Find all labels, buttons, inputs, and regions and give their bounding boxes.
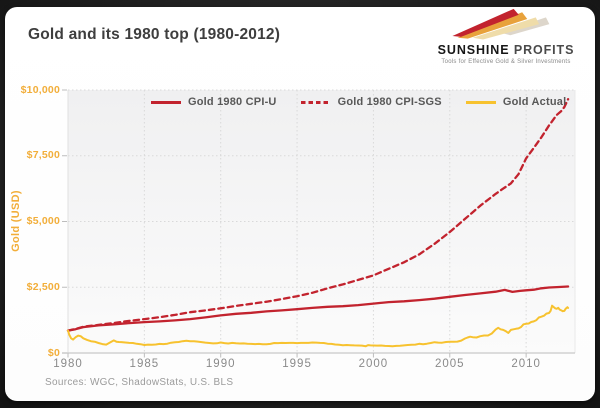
y-axis-labels: $0 $2,500 $5,000 $7,500 $10,000	[0, 0, 62, 408]
legend-label: Gold 1980 CPI-SGS	[337, 96, 442, 108]
logo-beams-icon	[452, 8, 550, 40]
x-tick-label: 1985	[129, 358, 160, 370]
x-tick-label: 2000	[358, 358, 389, 370]
x-tick-label: 2005	[434, 358, 465, 370]
y-tick-label: $2,500	[26, 280, 60, 293]
sources-note: Sources: WGC, ShadowStats, U.S. BLS	[45, 377, 234, 388]
x-tick-label: 2010	[511, 358, 541, 370]
legend-line-swatch	[465, 100, 496, 104]
legend-line-swatch	[151, 100, 181, 104]
legend: Gold 1980 CPI-U Gold 1980 CPI-SGS Gold Act…	[151, 95, 566, 109]
legend-item: Gold 1980 CPI-U	[151, 96, 277, 108]
logo-name-secondary: PROFITS	[513, 43, 575, 57]
y-tick-label: $10,000	[20, 83, 60, 96]
chart-title: Gold and its 1980 top (1980-2012)	[28, 26, 281, 43]
legend-item: Gold 1980 CPI-SGS	[300, 96, 442, 108]
y-tick-label: $0	[47, 346, 60, 359]
legend-item: Gold Actual	[465, 96, 567, 108]
y-tick-label: $5,000	[26, 215, 60, 227]
x-tick-label: 1980	[53, 358, 83, 370]
legend-label: Gold 1980 CPI-U	[188, 96, 277, 108]
y-tick-label: $7,500	[26, 149, 60, 162]
logo-tagline: Tools for Effective Gold & Silver Invest…	[441, 58, 571, 65]
legend-line-swatch	[300, 100, 331, 104]
x-tick-label: 1995	[282, 358, 312, 370]
logo-name: SUNSHINE PROFITS	[428, 43, 584, 57]
legend-label: Gold Actual	[502, 96, 567, 108]
x-tick-label: 1990	[205, 358, 236, 370]
logo: SUNSHINE PROFITS Tools for Effective Gol…	[428, 8, 584, 65]
logo-name-primary: SUNSHINE	[437, 43, 510, 57]
